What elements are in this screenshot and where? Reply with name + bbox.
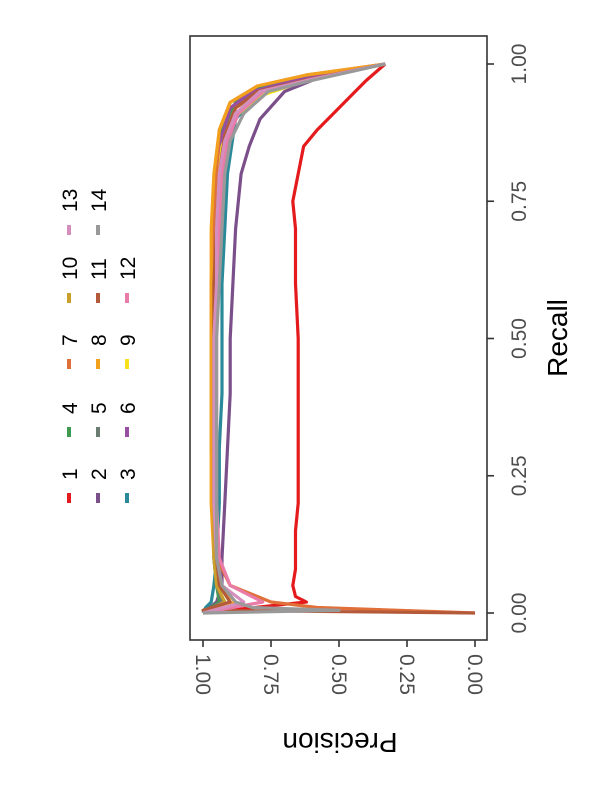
recall-axis: 0.00 0.25 0.50 0.75 1.00 bbox=[487, 44, 531, 634]
precision-tick-label: 0.50 bbox=[327, 654, 350, 695]
precision-axis: 0.00 0.25 0.50 0.75 1.00 bbox=[191, 640, 486, 695]
legend-label-10: 10 bbox=[59, 257, 82, 280]
recall-tick-label: 0.25 bbox=[508, 455, 531, 496]
legend-label-6: 6 bbox=[117, 402, 140, 414]
legend-label-8: 8 bbox=[88, 334, 111, 346]
precision-tick-label: 1.00 bbox=[191, 654, 214, 695]
legend-label-12: 12 bbox=[117, 257, 140, 280]
recall-tick-label: 0.50 bbox=[508, 318, 531, 359]
precision-axis-title: Precision bbox=[282, 727, 397, 758]
series-line-1 bbox=[202, 62, 387, 615]
recall-axis-title: Recall bbox=[542, 299, 573, 377]
legend-label-5: 5 bbox=[88, 402, 111, 414]
legend-label-11: 11 bbox=[88, 258, 111, 280]
precision-tick-label: 0.00 bbox=[463, 654, 486, 695]
legend-label-3: 3 bbox=[117, 468, 140, 480]
legend-label-1: 1 bbox=[59, 468, 82, 480]
plot-panel bbox=[189, 35, 488, 641]
legend-label-2: 2 bbox=[88, 468, 111, 480]
series-layer bbox=[201, 62, 476, 615]
precision-tick-label: 0.25 bbox=[395, 654, 418, 695]
series-line-14 bbox=[202, 62, 386, 615]
legend-label-4: 4 bbox=[59, 402, 82, 414]
recall-tick-label: 0.00 bbox=[508, 593, 531, 634]
legend-label-14: 14 bbox=[88, 188, 111, 212]
recall-tick-label: 0.75 bbox=[508, 181, 531, 222]
legend-label-7: 7 bbox=[59, 334, 82, 346]
legend-label-13: 13 bbox=[59, 189, 82, 212]
recall-tick-label: 1.00 bbox=[508, 44, 531, 85]
precision-tick-label: 0.75 bbox=[259, 654, 282, 695]
legend-label-9: 9 bbox=[117, 334, 140, 346]
